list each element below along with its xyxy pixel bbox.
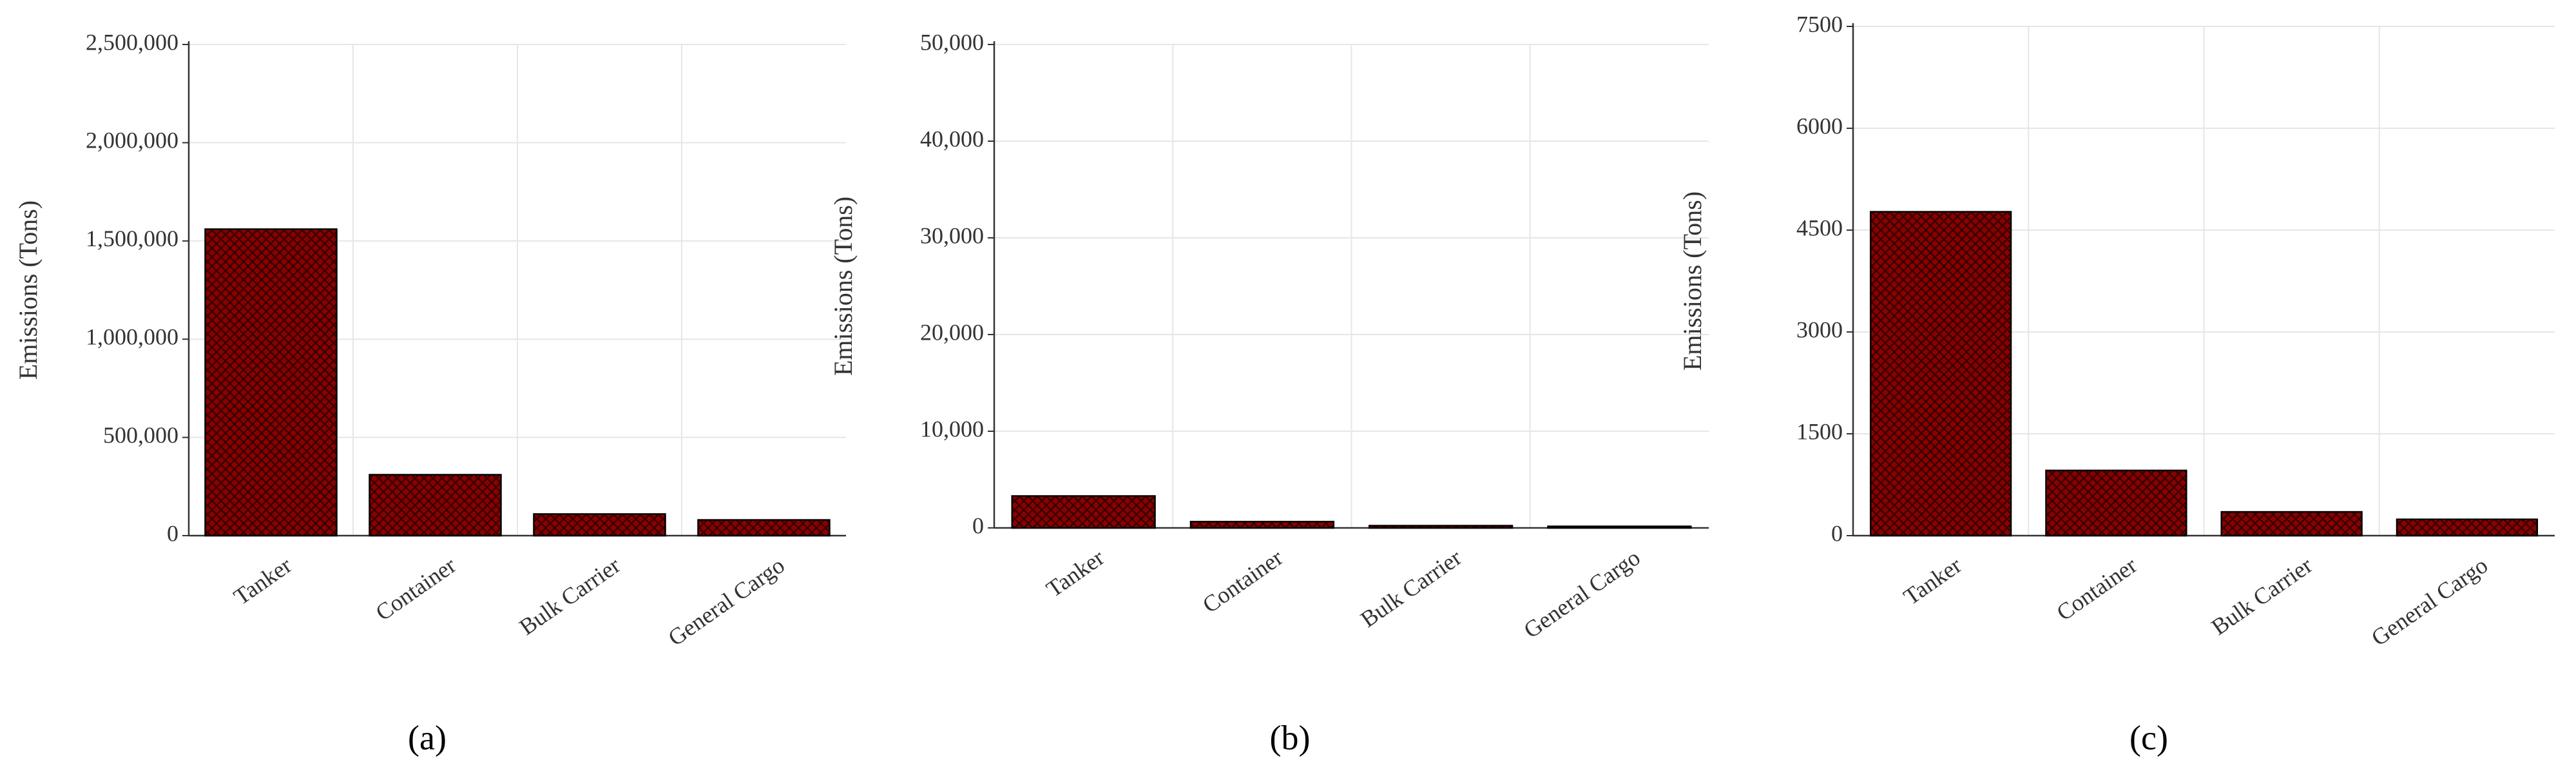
y-axis-label: Emissions (Tons)	[829, 197, 858, 376]
y-tick-label: 0	[1831, 520, 1843, 546]
y-tick-label: 3000	[1796, 316, 1843, 342]
caption: (b)	[1270, 718, 1311, 757]
x-tick-label: Container	[371, 552, 461, 626]
x-tick-label: General Cargo	[1519, 545, 1645, 643]
bar	[2396, 518, 2539, 537]
bar	[204, 228, 338, 537]
x-tick-label: Bulk Carrier	[515, 552, 625, 641]
x-tick-label: Bulk Carrier	[2207, 552, 2317, 641]
bar	[1011, 495, 1156, 529]
x-tick-label: General Cargo	[664, 552, 789, 651]
y-tick-label: 4500	[1796, 215, 1843, 240]
bar	[533, 513, 666, 537]
bar	[697, 519, 831, 537]
x-tick-label: Container	[2052, 552, 2141, 626]
bar	[1189, 521, 1335, 529]
y-tick-label: 0	[972, 512, 984, 538]
y-tick-label: 0	[167, 520, 178, 546]
caption: (a)	[408, 718, 447, 757]
y-tick-label: 500,000	[103, 422, 178, 448]
bar	[369, 474, 502, 537]
y-tick-label: 7500	[1796, 11, 1843, 37]
y-axis-label: Emissions (Tons)	[14, 200, 43, 380]
x-tick-label: General Cargo	[2367, 552, 2492, 651]
bar	[2220, 511, 2363, 537]
bar	[1869, 211, 2012, 537]
x-tick-label: Tanker	[1899, 552, 1966, 610]
y-tick-label: 40,000	[920, 126, 984, 151]
y-tick-label: 1,000,000	[86, 324, 178, 349]
bar	[2045, 469, 2187, 537]
y-tick-label: 2,500,000	[86, 29, 178, 55]
y-tick-label: 50,000	[920, 29, 984, 55]
bar	[1547, 525, 1692, 529]
y-tick-label: 30,000	[920, 222, 984, 248]
y-tick-label: 1500	[1796, 418, 1843, 444]
caption: (c)	[2129, 718, 2168, 757]
y-axis-label: Emissions (Tons)	[1678, 191, 1707, 371]
x-tick-label: Tanker	[229, 552, 296, 610]
x-tick-label: Bulk Carrier	[1356, 545, 1466, 633]
y-tick-label: 6000	[1796, 113, 1843, 139]
y-tick-label: 10,000	[920, 416, 984, 442]
y-tick-label: 20,000	[920, 319, 984, 345]
y-tick-label: 1,500,000	[86, 226, 178, 251]
bar	[1368, 525, 1514, 529]
x-tick-label: Container	[1198, 545, 1287, 618]
x-tick-label: Tanker	[1042, 545, 1109, 603]
y-tick-label: 2,000,000	[86, 128, 178, 153]
